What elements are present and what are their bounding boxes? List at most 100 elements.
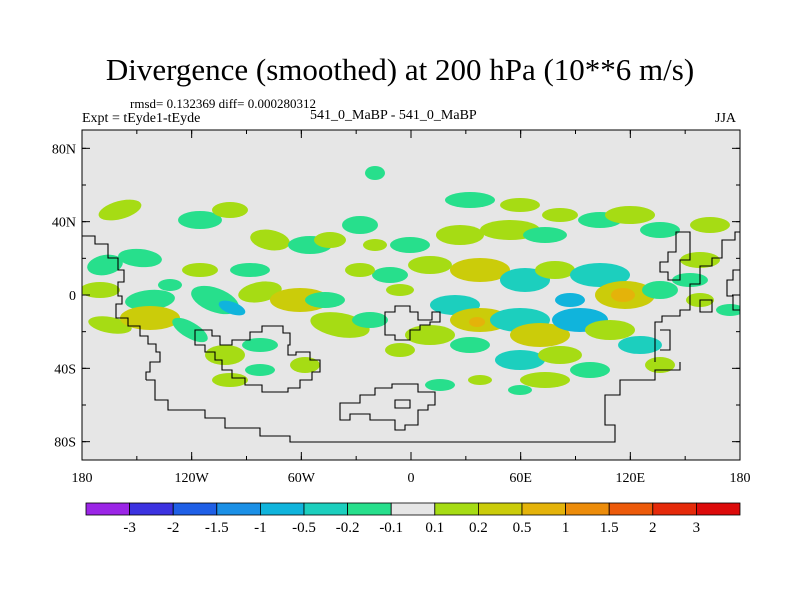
contour-region (535, 261, 575, 279)
contour-region (118, 248, 162, 268)
contour-region (542, 208, 578, 222)
contour-region (450, 337, 490, 353)
contour-region (408, 256, 452, 274)
colorbar-label: 2 (649, 520, 657, 536)
contour-region (352, 312, 388, 328)
lat-tick-label: 0 (69, 289, 76, 304)
contour-region (508, 385, 532, 395)
lat-tick-label: 80N (52, 142, 76, 157)
contour-region (363, 239, 387, 251)
contour-region (523, 227, 567, 243)
colorbar-box (129, 502, 174, 516)
contour-region (500, 198, 540, 212)
colorbar-box (259, 502, 305, 516)
colorbar: -3 -2 -1.5 -1 -0.5 -0.2 -0.1 0.1 0.2 0.5 1 1.5 2 3 (85, 502, 741, 536)
contour-region (570, 263, 630, 287)
contour-region (87, 254, 123, 276)
colorbar-box (347, 502, 392, 516)
colorbar-label: -1.5 (205, 520, 229, 536)
lon-tick-label: 60W (288, 471, 316, 486)
colorbar-box (565, 502, 610, 516)
colorbar-box (172, 502, 218, 516)
contour-region (716, 304, 740, 316)
contour-region (570, 362, 610, 378)
contour-region (82, 282, 120, 298)
contour-region (125, 289, 175, 311)
contour-region (212, 373, 248, 387)
contour-region (205, 345, 245, 365)
plot-title: Divergence (smoothed) at 200 hPa (10**6 … (105, 52, 695, 87)
contour-region (250, 229, 290, 251)
colorbar-label: 0.2 (469, 520, 488, 536)
contour-region (158, 279, 182, 291)
contour-region (469, 317, 485, 327)
colorbar-label: -0.2 (336, 520, 360, 536)
latitude-axis: 80N 40N 0 40S 80S (52, 142, 76, 450)
colorbar-box (521, 502, 566, 516)
map-panel: 180 120W 60W 0 60E 120E 180 80N 40N 0 40S 80S (52, 129, 751, 486)
colorbar-box (303, 502, 348, 516)
contour-region (365, 166, 385, 180)
lat-tick-label: 40S (54, 362, 76, 377)
colorbar-label: 1 (562, 520, 570, 536)
colorbar-box (216, 502, 261, 516)
contour-region (372, 267, 408, 283)
colorbar-box (390, 502, 436, 516)
contour-region (690, 217, 730, 233)
colorbar-label: 0.1 (425, 520, 444, 536)
colorbar-label: -0.5 (292, 520, 316, 536)
contour-region (230, 263, 270, 277)
contour-region (345, 263, 375, 277)
contour-region (425, 379, 455, 391)
contour-region (555, 293, 585, 307)
contour-region (445, 192, 495, 208)
lon-tick-label: 120W (175, 471, 210, 486)
colorbar-label: -1 (254, 520, 267, 536)
stats-label: rmsd= 0.132369 diff= 0.000280312 (130, 96, 316, 111)
contour-region (178, 211, 222, 229)
contour-region (218, 300, 246, 316)
contour-region (172, 317, 208, 343)
contour-region (120, 306, 180, 330)
contour-region (520, 372, 570, 388)
contour-region (618, 336, 662, 354)
contour-region (314, 232, 346, 248)
divergence-field (82, 166, 740, 395)
contour-region (538, 346, 582, 364)
lon-tick-label: 120E (616, 471, 646, 486)
lon-tick-label: 0 (408, 471, 415, 486)
colorbar-label: 1.5 (600, 520, 619, 536)
colorbar-box (85, 502, 130, 516)
contour-region (645, 357, 675, 373)
axis-ticks (81, 130, 741, 460)
lat-tick-label: 80S (54, 436, 76, 451)
colorbar-label: 3 (693, 520, 701, 536)
contour-region (436, 225, 484, 245)
colorbar-label: 0.5 (513, 520, 532, 536)
colorbar-label: -3 (123, 520, 136, 536)
coastline (82, 231, 740, 443)
contour-region (611, 288, 635, 302)
colorbar-label: -0.1 (379, 520, 403, 536)
contour-region (405, 325, 455, 345)
contour-region (385, 343, 415, 357)
colorbar-box (434, 502, 479, 516)
contour-region (212, 202, 248, 218)
lon-tick-label: 180 (72, 471, 93, 486)
contour-region (450, 258, 510, 282)
contour-region (642, 281, 678, 299)
contour-region (182, 263, 218, 277)
colorbar-box (608, 502, 654, 516)
colorbar-box (477, 502, 523, 516)
contour-region (98, 199, 142, 221)
colorbar-label: -2 (167, 520, 180, 536)
colorbar-box (696, 502, 741, 516)
contour-region (495, 350, 545, 370)
season-label: JJA (715, 111, 737, 126)
lat-tick-label: 40N (52, 216, 76, 231)
experiment-label: Expt = tEyde1-tEyde (82, 111, 201, 126)
contour-region (390, 237, 430, 253)
contour-region (305, 292, 345, 308)
contour-region (245, 364, 275, 376)
